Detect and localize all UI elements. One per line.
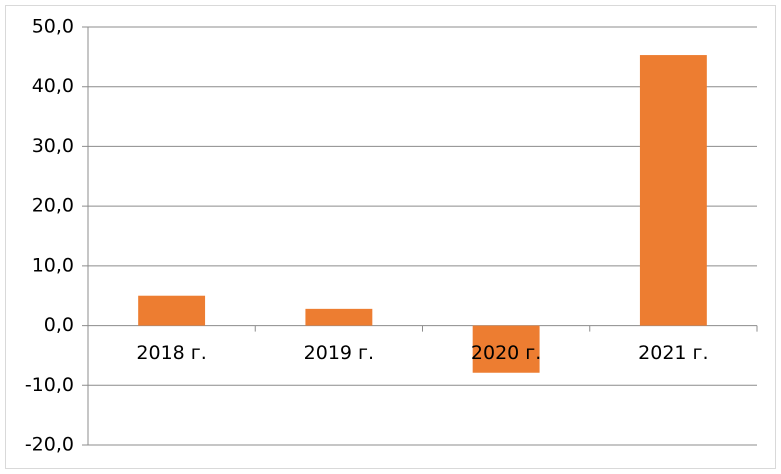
x-tick-label: 2021 г. <box>638 342 708 364</box>
bar <box>472 325 540 373</box>
x-tick-label: 2019 г. <box>304 342 374 364</box>
y-tick-label: -10,0 <box>25 374 74 396</box>
y-tick-label: -20,0 <box>25 434 74 456</box>
bar <box>138 295 206 326</box>
bar <box>305 308 373 326</box>
x-tick-label: 2020 г. <box>471 342 541 364</box>
y-tick-label: 10,0 <box>32 254 74 276</box>
x-tick-label: 2018 г. <box>136 342 206 364</box>
bar <box>639 55 707 326</box>
y-tick-label: 50,0 <box>32 16 74 38</box>
y-tick-label: 20,0 <box>32 195 74 217</box>
y-tick-label: 40,0 <box>32 75 74 97</box>
y-tick-label: 0,0 <box>44 314 74 336</box>
y-tick-label: 30,0 <box>32 135 74 157</box>
